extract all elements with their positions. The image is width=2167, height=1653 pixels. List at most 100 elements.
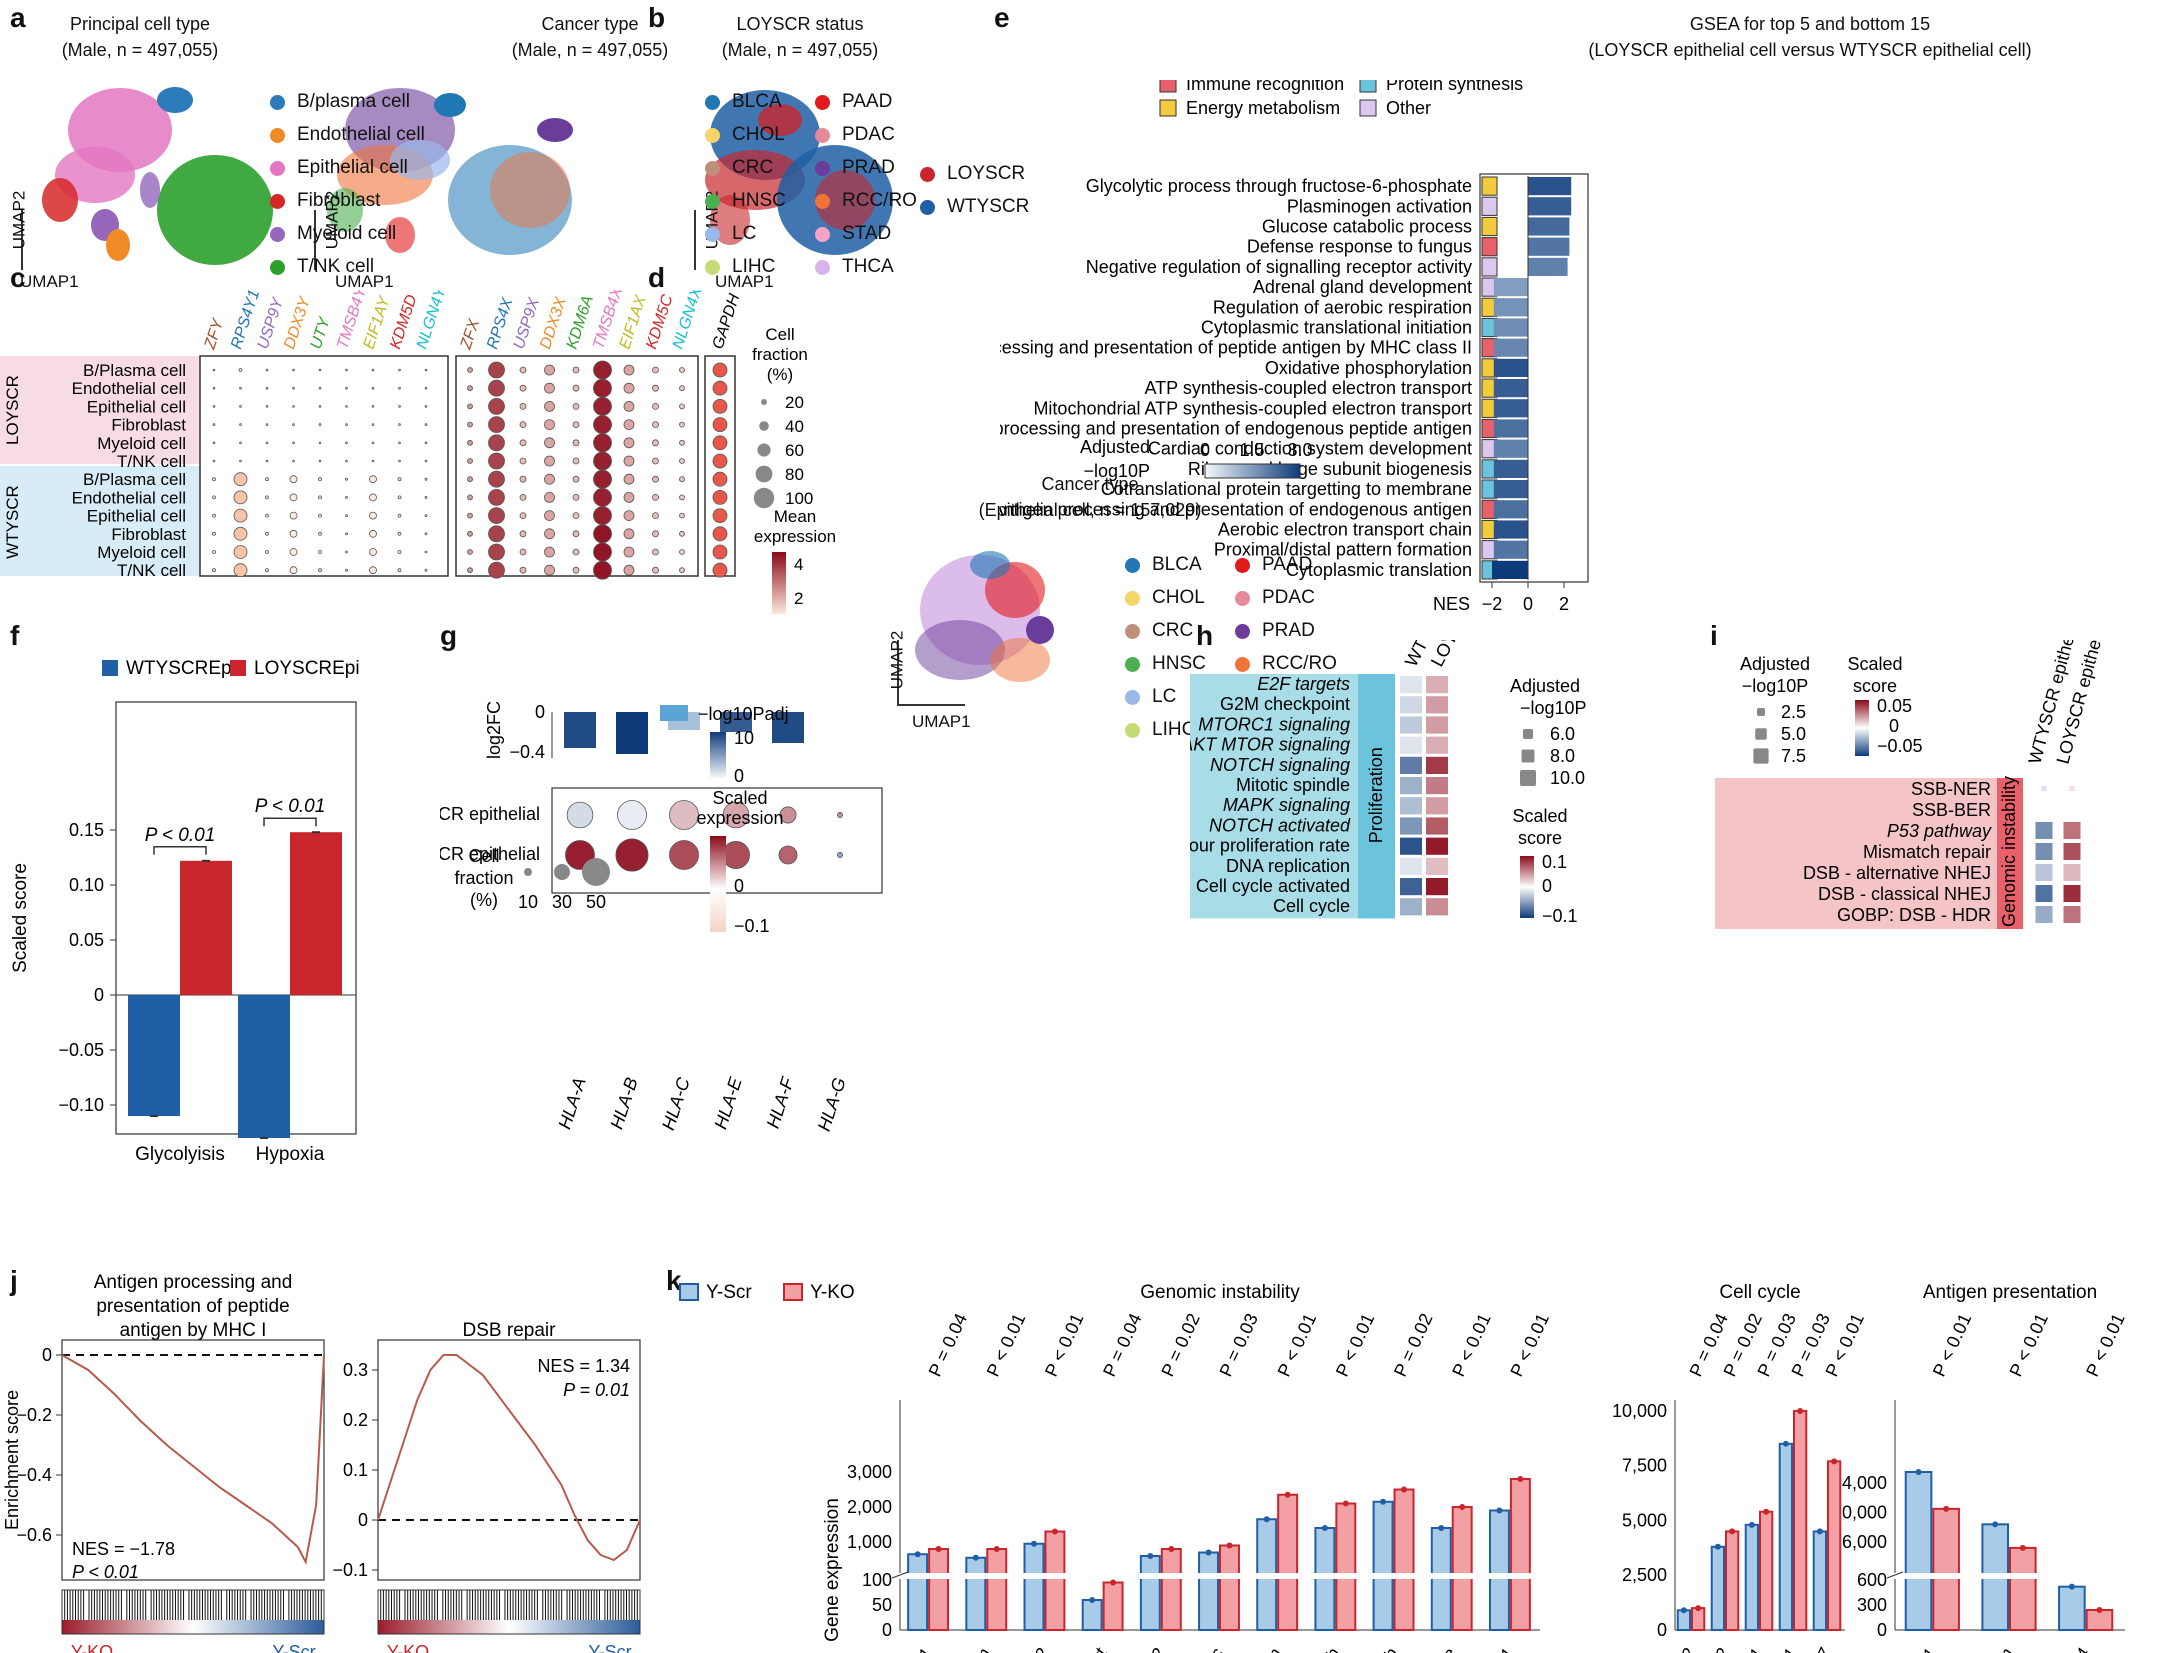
dot — [212, 495, 216, 500]
dot — [318, 405, 322, 408]
dot — [212, 405, 216, 408]
dot — [544, 437, 555, 449]
dot — [467, 385, 473, 392]
bar-scr — [1812, 1530, 1827, 1631]
dot — [467, 421, 473, 428]
y-tick-label: −0.1 — [332, 1560, 368, 1580]
legend-swatch — [815, 160, 830, 176]
dot — [424, 550, 428, 554]
dot — [623, 455, 635, 467]
heat-cell — [1426, 696, 1448, 714]
score-title: Scaled — [1847, 654, 1902, 674]
dot — [488, 398, 505, 415]
bar-wty — [128, 995, 180, 1116]
score-tick: −0.05 — [1877, 736, 1923, 756]
dot — [424, 386, 428, 390]
nes-axis-label: NES — [1433, 594, 1470, 614]
dot — [398, 368, 401, 372]
ko-label: Y-KO — [387, 1642, 429, 1653]
padj-colorbar — [1204, 463, 1301, 479]
data-point — [1496, 1507, 1503, 1514]
dot — [519, 475, 527, 483]
expression-dot — [779, 806, 797, 824]
plot-frame — [377, 1339, 641, 1581]
legend-label: WTYSCREpi — [126, 658, 236, 679]
heat-cell — [2035, 885, 2053, 902]
k-gene-expression-bars: Y-Scr Y-KO Genomic instability Gene express… — [679, 1282, 2129, 1653]
dot — [233, 508, 248, 523]
gsea-term-label: Adrenal gland development — [1253, 277, 1472, 297]
dot — [679, 512, 685, 519]
bar-ko — [1044, 1530, 1066, 1631]
dot — [345, 514, 348, 518]
dot — [593, 378, 612, 398]
heat-cell — [2063, 864, 2081, 881]
data-point — [1797, 1407, 1804, 1414]
b-legend: LOYSCR WTYSCR — [920, 162, 1029, 228]
gsea-term-label: Regulation of aerobic respiration — [1213, 297, 1472, 317]
panel-label-b: b — [648, 2, 666, 33]
y-tick-label: 6,000 — [1842, 1532, 1887, 1552]
bar-ko — [1102, 1581, 1124, 1631]
dot — [572, 421, 580, 429]
gene-label: Ccnb1 — [1728, 1645, 1768, 1653]
y-tick-label: −0.4 — [16, 1465, 52, 1485]
y-tick-label: −0.6 — [16, 1525, 52, 1545]
y-tick-label: −0.05 — [58, 1040, 104, 1060]
dot — [212, 386, 216, 390]
dot — [318, 531, 322, 536]
gene-label: HLA-E — [710, 1074, 746, 1132]
heat-cell — [1400, 837, 1422, 855]
data-point — [1763, 1508, 1770, 1515]
y-tick-label: 0.2 — [343, 1410, 368, 1430]
dot — [265, 477, 269, 482]
size-key — [1523, 729, 1533, 739]
dot — [292, 368, 295, 372]
barcode-frame — [61, 1589, 325, 1635]
dot — [369, 548, 377, 556]
gsea-frame — [1479, 173, 1589, 583]
term-label: GOBP: DSB - HDR — [1837, 905, 1991, 925]
dot — [398, 441, 401, 445]
dot — [212, 477, 216, 482]
y-tick-label: 600 — [1857, 1570, 1887, 1590]
y-axis-label: log2FC — [484, 701, 504, 759]
a-cancer-legend-right: PAAD PDAC PRAD RCC/RO STAD THCA — [815, 90, 917, 288]
dot — [712, 489, 728, 505]
size-tick: 6.0 — [1550, 724, 1575, 744]
gsea-nes-bar — [1493, 480, 1528, 499]
size-tick: 10 — [518, 892, 538, 912]
size-key — [524, 868, 532, 876]
panel-label-e: e — [994, 2, 1010, 33]
dot — [371, 405, 375, 408]
dot — [544, 564, 555, 576]
umap-cancer-type — [327, 88, 573, 255]
dot — [265, 550, 269, 554]
dot — [424, 459, 428, 463]
dot — [398, 459, 401, 463]
dot — [397, 477, 402, 482]
expr-legend-title: Mean — [774, 507, 817, 526]
bar-scr — [1778, 1442, 1793, 1631]
legend-swatch — [705, 193, 720, 209]
size-tick: 2.5 — [1781, 702, 1806, 722]
frac-legend-title: fraction — [752, 345, 808, 364]
dot — [467, 403, 473, 410]
y-tick-label: 0 — [882, 1620, 892, 1640]
size-key — [759, 421, 769, 431]
dot — [397, 568, 402, 573]
heat-cell — [1400, 716, 1422, 734]
dot — [593, 469, 612, 489]
data-point — [1051, 1528, 1058, 1535]
legend-label: Y-Scr — [706, 1282, 752, 1303]
data-point — [1380, 1498, 1387, 1505]
dot — [467, 494, 473, 501]
frac-title: (%) — [470, 890, 498, 910]
bar-ko — [928, 1548, 950, 1631]
data-point — [1695, 1605, 1702, 1612]
dot — [265, 513, 269, 518]
dot — [424, 495, 428, 499]
y-tick-label: 7,500 — [1622, 1456, 1667, 1476]
padj-tick: 3.0 — [1287, 440, 1312, 460]
y-tick-label: 50 — [872, 1595, 892, 1615]
